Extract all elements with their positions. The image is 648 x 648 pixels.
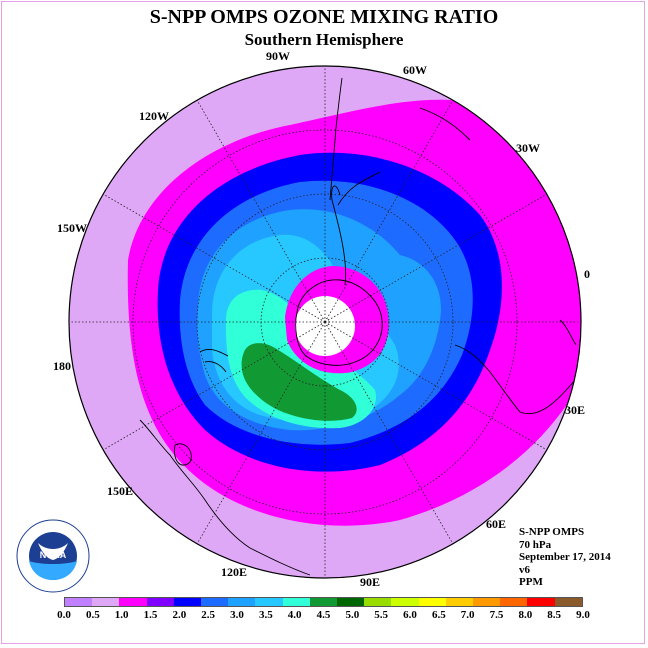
colorbar-segment bbox=[445, 598, 474, 606]
colorbar-tick-label: 6.5 bbox=[431, 609, 446, 621]
colorbar-tick-label: 8.5 bbox=[547, 609, 562, 621]
zone-green bbox=[241, 343, 357, 421]
lon-label-150e: 150E bbox=[107, 484, 133, 498]
colorbar-tick-label: 3.0 bbox=[230, 609, 244, 621]
lon-label-60w: 60W bbox=[403, 63, 427, 77]
page-title: S-NPP OMPS OZONE MIXING RATIO bbox=[149, 6, 499, 28]
colorbar-segment bbox=[309, 598, 338, 606]
colorbar-segment bbox=[282, 598, 310, 606]
lon-label-180: 180 bbox=[53, 359, 71, 373]
lon-label-120e: 120E bbox=[221, 565, 247, 579]
colorbar-tick-label: 8.0 bbox=[518, 609, 533, 621]
lon-label-150w: 150W bbox=[57, 221, 87, 235]
info-block: S-NPP OMPS 70 hPa September 17, 2014 v6 … bbox=[519, 526, 611, 589]
colorbar-segment bbox=[65, 598, 93, 606]
longitude-labels: 90W 60W 30W 0 30E 60E 90E 120E 150E 180 … bbox=[53, 49, 590, 589]
colorbar-tick-label: 5.5 bbox=[374, 609, 389, 621]
colorbar-tick-label: 1.5 bbox=[143, 609, 158, 621]
colorbar-segment bbox=[119, 598, 147, 606]
colorbar-segment bbox=[473, 598, 501, 606]
colorbar-segment bbox=[255, 598, 283, 606]
colorbar-tick-label: 4.0 bbox=[287, 609, 302, 621]
colorbar-tick-label: 3.5 bbox=[258, 609, 273, 621]
lon-label-90w: 90W bbox=[266, 49, 290, 63]
colorbar-tick-label: 6.0 bbox=[403, 609, 417, 621]
colorbar-tick-label: 7.5 bbox=[489, 609, 504, 621]
info-version: v6 bbox=[519, 563, 530, 576]
colorbar-segment bbox=[418, 598, 446, 606]
lon-label-30w: 30W bbox=[516, 141, 540, 155]
noaa-logo-icon: NOAA bbox=[16, 519, 90, 593]
colorbar-tick-label: 7.0 bbox=[460, 609, 475, 621]
lon-label-0: 0 bbox=[584, 267, 590, 281]
colorbar-segment bbox=[146, 598, 174, 606]
colorbar-segment bbox=[228, 598, 256, 606]
colorbar-segment bbox=[554, 598, 582, 606]
info-instrument: S-NPP OMPS bbox=[519, 526, 585, 538]
colorbar bbox=[64, 597, 583, 607]
graticule bbox=[69, 66, 581, 578]
logo-text: NOAA bbox=[40, 550, 67, 560]
colorbar-tick-label: 4.5 bbox=[316, 609, 331, 621]
info-date: September 17, 2014 bbox=[519, 551, 611, 563]
lon-label-30e: 30E bbox=[565, 403, 585, 417]
colorbar-segment bbox=[500, 598, 528, 606]
colorbar-tick-label: 2.5 bbox=[201, 609, 216, 621]
lon-label-60e: 60E bbox=[486, 517, 506, 531]
colorbar-segment bbox=[391, 598, 419, 606]
colorbar-segment bbox=[337, 598, 365, 606]
colorbar-segment bbox=[527, 598, 555, 606]
colorbar-tick-label: 1.0 bbox=[114, 609, 129, 621]
coastlines bbox=[139, 77, 581, 576]
colorbar-tick-label: 5.0 bbox=[345, 609, 360, 621]
colorbar-tick-label: 0.0 bbox=[57, 609, 71, 621]
ozone-field bbox=[69, 66, 581, 578]
colorbar-segment bbox=[201, 598, 229, 606]
info-level: 70 hPa bbox=[519, 538, 552, 551]
colorbar-tick-label: 0.5 bbox=[85, 609, 100, 621]
colorbar-ticks: 0.0 0.5 1.0 1.5 2.0 2.5 3.0 3.5 4.0 4.5 5.0 5.5 6.0 6… bbox=[0, 609, 648, 623]
colorbar-segment bbox=[173, 598, 202, 606]
colorbar-segment bbox=[364, 598, 392, 606]
page-subtitle: Southern Hemisphere bbox=[244, 30, 404, 49]
map-boundary bbox=[68, 65, 582, 579]
colorbar-tick-label: 9.0 bbox=[576, 609, 590, 621]
lon-label-120w: 120W bbox=[139, 109, 169, 123]
lon-label-90e: 90E bbox=[360, 575, 380, 589]
colorbar-tick-label: 2.0 bbox=[172, 609, 187, 621]
colorbar-segment bbox=[92, 598, 120, 606]
info-units: PPM bbox=[519, 576, 543, 588]
